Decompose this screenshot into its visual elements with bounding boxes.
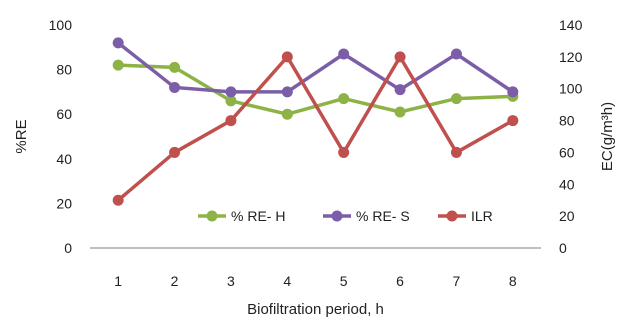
- y-axis-right-ticks: 0 20 40 60 80 100 120 140: [559, 17, 583, 256]
- x-tick-label: 8: [509, 273, 517, 289]
- series-line: [117, 41, 514, 94]
- legend-item: % RE- H: [198, 208, 285, 224]
- y-right-tick-label: 60: [559, 144, 575, 160]
- y-right-tick-label: 80: [559, 113, 575, 129]
- series-ilr: [112, 51, 519, 206]
- y-right-tick-label: 120: [559, 49, 583, 65]
- x-tick-label: 4: [283, 273, 291, 289]
- data-point: [450, 48, 462, 60]
- x-axis-ticks: 1 2 3 4 5 6 7 8: [114, 273, 517, 289]
- y-right-tick-label: 0: [559, 240, 567, 256]
- series-line: [117, 55, 514, 202]
- data-point: [112, 194, 124, 206]
- y-axis-left-title: %RE: [13, 119, 30, 153]
- data-point: [450, 146, 462, 158]
- y-left-tick-label: 80: [56, 62, 72, 78]
- y-left-tick-label: 0: [64, 240, 72, 256]
- y-right-tick-label: 20: [559, 208, 575, 224]
- y-axis-left-ticks: 0 20 40 60 80 100: [49, 17, 73, 256]
- x-tick-label: 7: [453, 273, 461, 289]
- data-point: [450, 93, 462, 105]
- series-layer: [112, 37, 519, 206]
- y-axis-right-title: EC(g/m³h): [599, 102, 616, 171]
- y-left-tick-label: 100: [49, 17, 73, 33]
- data-point: [394, 106, 406, 118]
- data-point: [281, 51, 293, 63]
- data-point: [225, 95, 237, 107]
- y-left-tick-label: 40: [56, 151, 72, 167]
- y-right-tick-label: 40: [559, 176, 575, 192]
- data-point: [507, 115, 519, 127]
- data-point: [338, 93, 350, 105]
- y-right-tick-label: 140: [559, 17, 583, 33]
- y-left-tick-label: 20: [56, 195, 72, 211]
- data-point: [225, 86, 237, 98]
- legend-marker: [331, 210, 343, 222]
- data-point: [169, 61, 181, 73]
- x-axis-title: Biofiltration period, h: [247, 301, 384, 318]
- y-left-tick-label: 60: [56, 106, 72, 122]
- legend-label: % RE- H: [231, 208, 285, 224]
- data-point: [281, 86, 293, 98]
- x-tick-label: 5: [340, 273, 348, 289]
- x-tick-label: 1: [114, 273, 122, 289]
- legend-label: % RE- S: [356, 208, 410, 224]
- data-point: [169, 81, 181, 93]
- data-point: [507, 86, 519, 98]
- legend-label: ILR: [471, 208, 493, 224]
- data-point: [112, 37, 124, 49]
- data-point: [338, 146, 350, 158]
- legend-item: ILR: [438, 208, 493, 224]
- legend: % RE- H % RE- S ILR: [198, 208, 493, 224]
- data-point: [394, 84, 406, 96]
- legend-marker: [446, 210, 458, 222]
- series-re-s: [112, 37, 519, 98]
- legend-marker: [206, 210, 218, 222]
- plot-area: 1 2 3 4 5 6 7 8 0 20 40 60 80 100 0 20 40 60 80 100 120 140: [49, 17, 583, 289]
- x-tick-label: 3: [227, 273, 235, 289]
- data-point: [225, 115, 237, 127]
- data-point: [338, 48, 350, 60]
- x-tick-label: 6: [396, 273, 404, 289]
- data-point: [394, 51, 406, 63]
- x-tick-label: 2: [171, 273, 179, 289]
- data-point: [169, 146, 181, 158]
- data-point: [112, 59, 124, 71]
- legend-item: % RE- S: [323, 208, 410, 224]
- y-right-tick-label: 100: [559, 81, 583, 97]
- data-point: [281, 108, 293, 120]
